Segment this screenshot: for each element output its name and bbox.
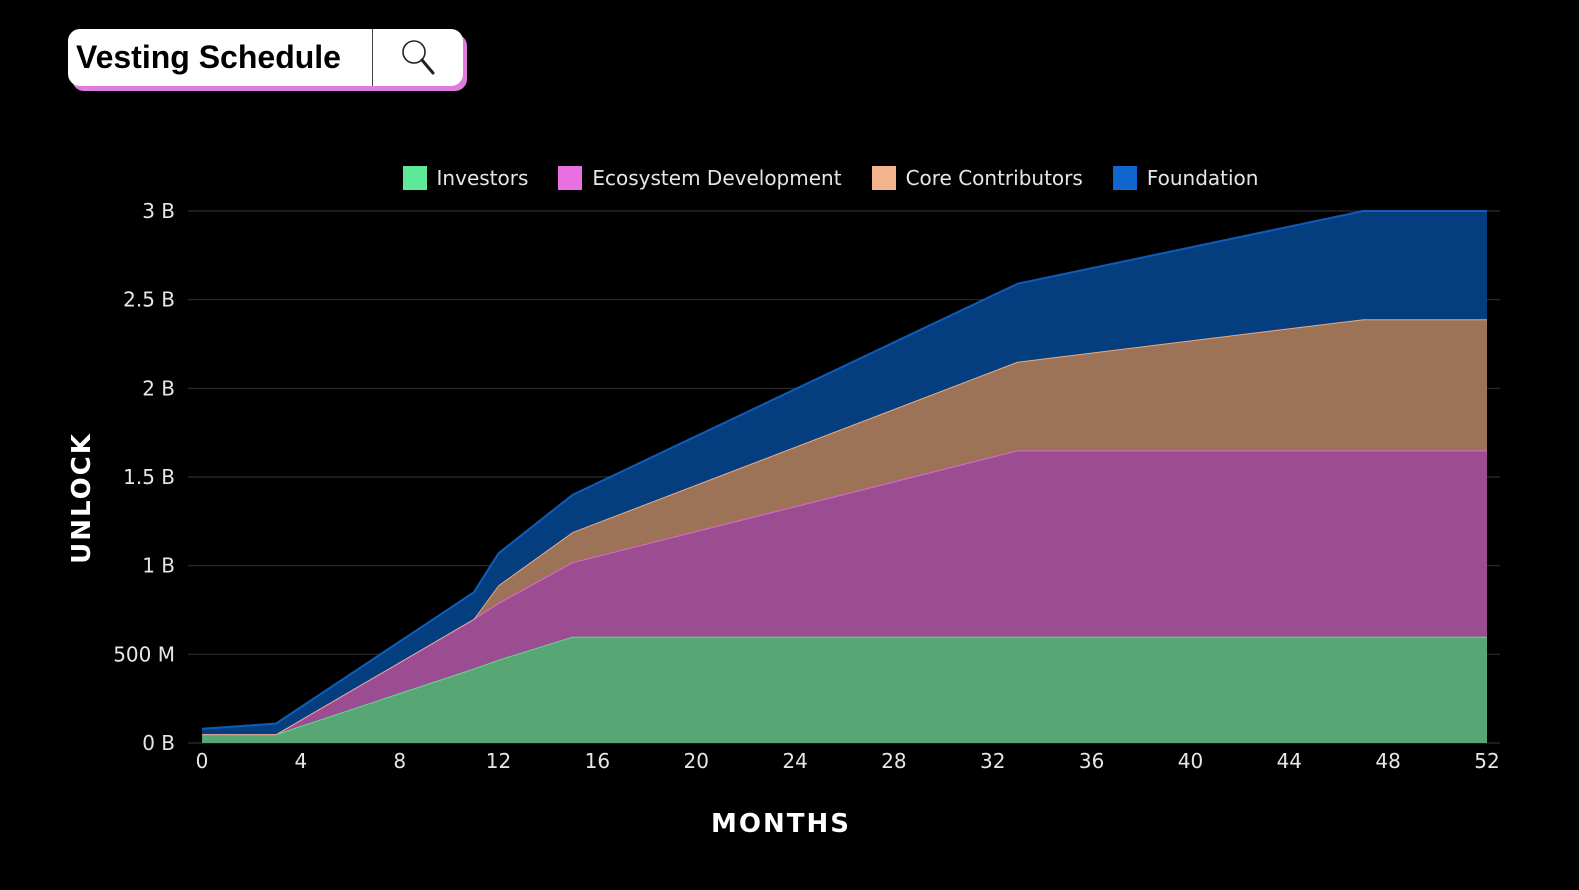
legend-swatch bbox=[1112, 166, 1137, 190]
x-tick-label: 32 bbox=[980, 749, 1005, 773]
y-tick-label: 3 B bbox=[142, 199, 175, 223]
area-ecosystem-development bbox=[202, 450, 1487, 735]
legend-label: Investors bbox=[436, 166, 529, 190]
area-foundation bbox=[202, 211, 1487, 735]
page-title: Vesting Schedule bbox=[76, 39, 341, 75]
x-tick-label: 12 bbox=[486, 749, 511, 773]
search-button[interactable] bbox=[373, 29, 463, 86]
title-box: Vesting Schedule bbox=[68, 29, 463, 86]
series-line-foundation bbox=[201, 210, 1487, 730]
y-tick-label: 2 B bbox=[142, 376, 175, 400]
x-tick-label: 44 bbox=[1277, 749, 1302, 773]
x-tick-label: 16 bbox=[585, 749, 610, 773]
x-tick-label: 20 bbox=[684, 749, 709, 773]
y-tick-label: 1.5 B bbox=[123, 465, 175, 489]
legend-item[interactable]: Foundation bbox=[1112, 166, 1259, 190]
legend-swatch bbox=[402, 166, 427, 190]
y-tick-label: 0 B bbox=[142, 731, 175, 755]
legend-swatch bbox=[558, 166, 583, 190]
legend-item[interactable]: Core Contributors bbox=[871, 166, 1083, 190]
chart-legend: Investors Ecosystem Development Core Contr… bbox=[0, 166, 1579, 190]
y-tick-label: 500 M bbox=[113, 642, 175, 666]
legend-swatch bbox=[871, 166, 896, 190]
search-icon bbox=[402, 39, 435, 74]
legend-label: Ecosystem Development bbox=[592, 166, 842, 190]
x-axis-title: MONTHS bbox=[711, 809, 851, 839]
x-tick-label: 0 bbox=[196, 749, 209, 773]
legend-item[interactable]: Investors bbox=[402, 166, 529, 190]
x-tick-label: 48 bbox=[1375, 749, 1400, 773]
x-tick-label: 24 bbox=[782, 749, 807, 773]
x-tick-label: 36 bbox=[1079, 749, 1104, 773]
legend-label: Foundation bbox=[1146, 166, 1259, 190]
y-axis-title: UNLOCK bbox=[67, 432, 97, 564]
area-investors bbox=[202, 636, 1487, 743]
x-tick-label: 40 bbox=[1178, 749, 1203, 773]
x-tick-label: 8 bbox=[393, 749, 406, 773]
y-tick-label: 2.5 B bbox=[123, 288, 175, 312]
y-tick-label: 1 B bbox=[142, 554, 175, 578]
x-tick-label: 52 bbox=[1474, 749, 1499, 773]
legend-item[interactable]: Ecosystem Development bbox=[558, 166, 842, 190]
x-tick-label: 4 bbox=[294, 749, 307, 773]
title-divider bbox=[372, 29, 373, 86]
legend-label: Core Contributors bbox=[905, 166, 1083, 190]
x-tick-label: 28 bbox=[881, 749, 906, 773]
area-core-contributors bbox=[202, 319, 1487, 735]
